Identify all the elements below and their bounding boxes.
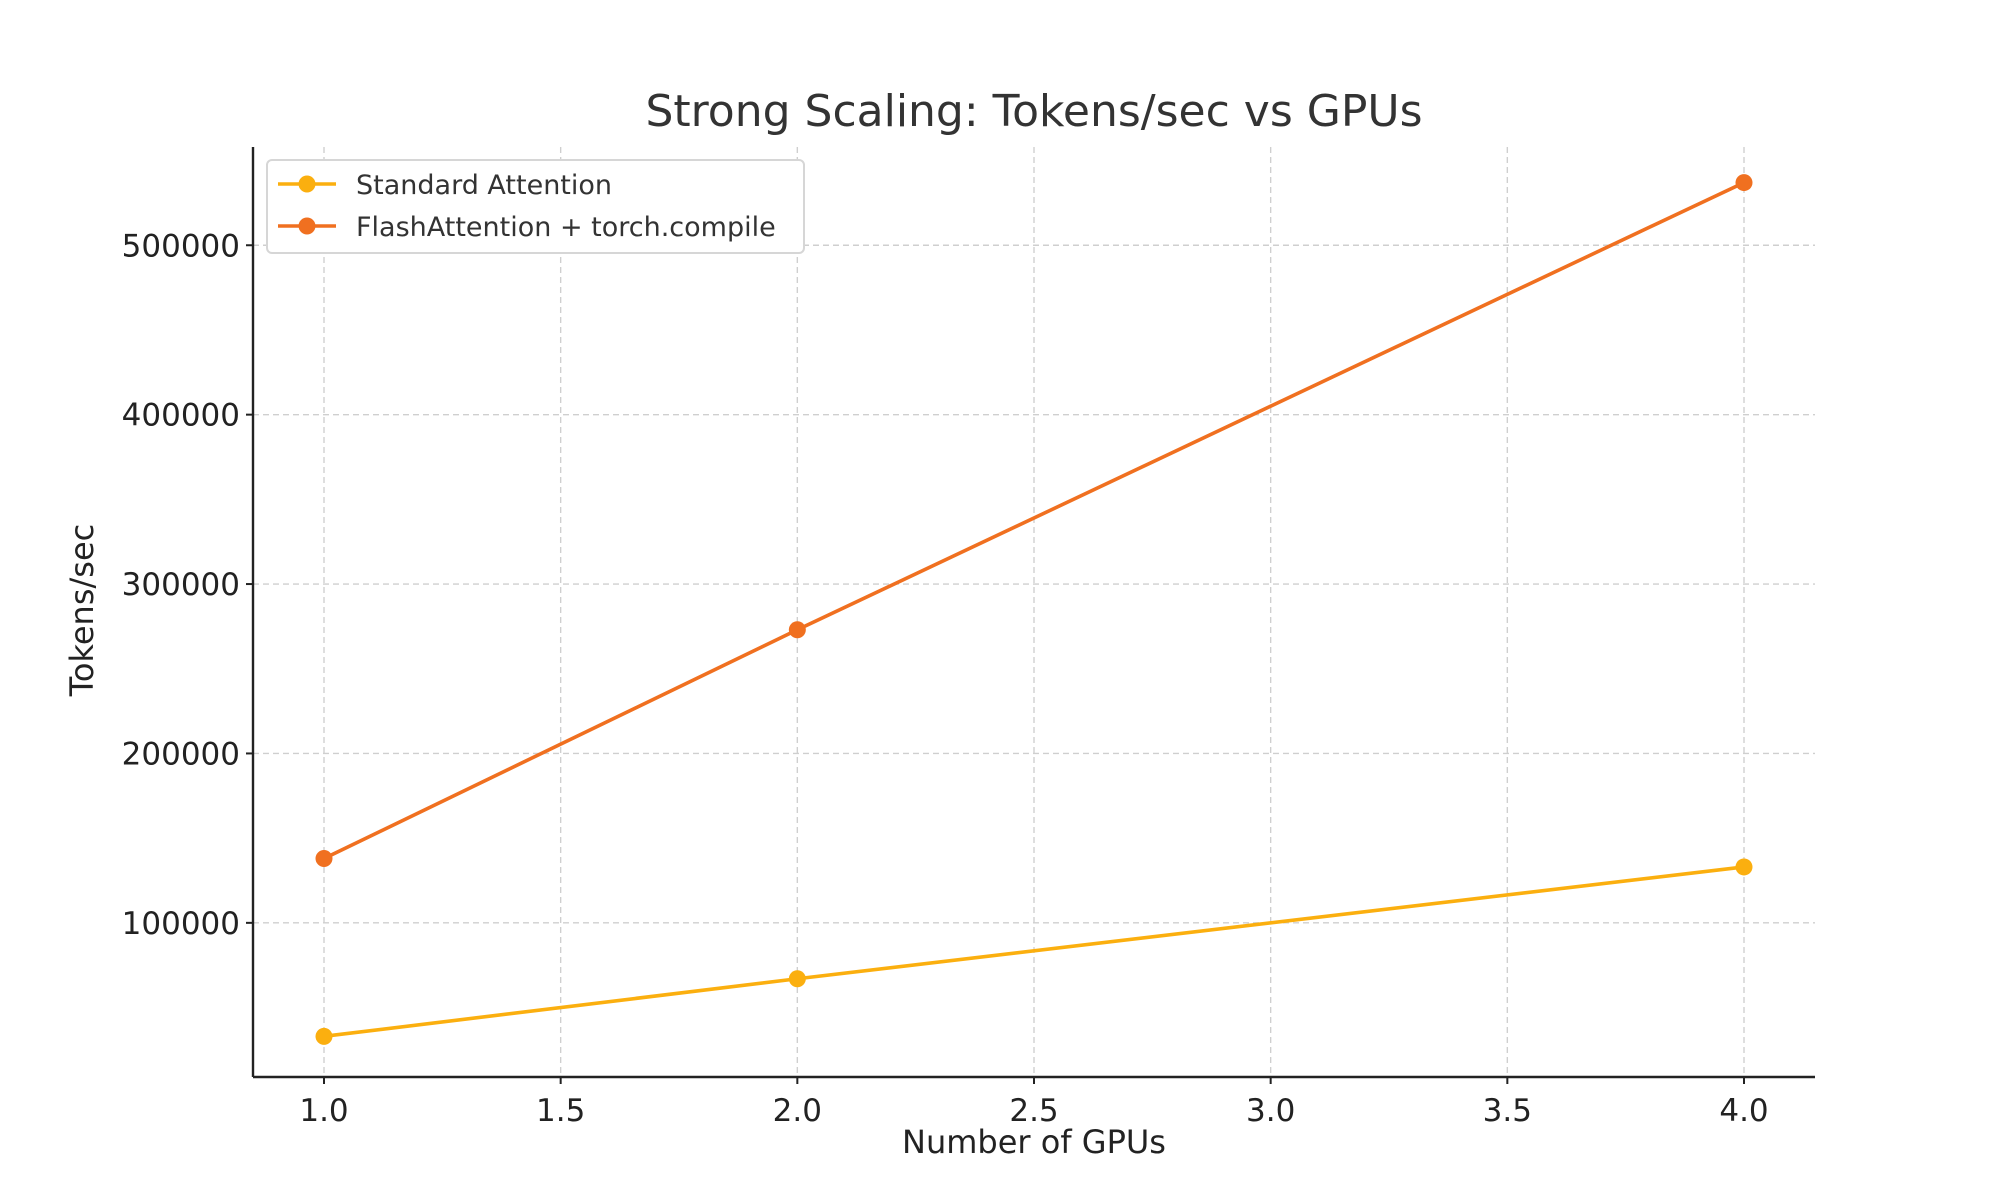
y-tick-label: 300000 bbox=[122, 567, 240, 603]
series bbox=[315, 174, 1753, 1045]
y-tick-label: 200000 bbox=[122, 736, 240, 772]
x-tick-label: 1.0 bbox=[299, 1093, 348, 1129]
data-point bbox=[788, 970, 806, 988]
legend-swatch-marker bbox=[298, 175, 316, 193]
data-point bbox=[788, 621, 806, 639]
data-point bbox=[1735, 174, 1753, 192]
legend-box bbox=[266, 159, 805, 254]
legend: Standard Attention FlashAttention + torch… bbox=[266, 159, 805, 254]
x-tick-label: 3.5 bbox=[1483, 1093, 1532, 1129]
x-tick-label: 2.5 bbox=[1009, 1093, 1058, 1129]
data-point bbox=[315, 849, 333, 867]
y-tick-label: 500000 bbox=[122, 228, 240, 264]
chart-title: Strong Scaling: Tokens/sec vs GPUs bbox=[645, 86, 1422, 137]
x-tick-label: 2.0 bbox=[773, 1093, 822, 1129]
data-point bbox=[1735, 858, 1753, 876]
legend-label: FlashAttention + torch.compile bbox=[356, 212, 776, 243]
x-tick-label: 1.5 bbox=[536, 1093, 585, 1129]
legend-swatch-marker bbox=[298, 217, 316, 235]
y-tick-label: 100000 bbox=[122, 906, 240, 942]
x-axis-title: Number of GPUs bbox=[902, 1123, 1166, 1161]
y-axis-title: Tokens/sec bbox=[63, 524, 101, 697]
data-point bbox=[315, 1027, 333, 1045]
x-tick-label: 3.0 bbox=[1246, 1093, 1295, 1129]
x-tick-label: 4.0 bbox=[1719, 1093, 1768, 1129]
legend-label: Standard Attention bbox=[356, 170, 612, 201]
y-tick-label: 400000 bbox=[122, 398, 240, 434]
axes: 1.0 1.5 2.0 2.5 3.0 3.5 4.0 100000 200000 300000 4… bbox=[122, 147, 1815, 1129]
grid bbox=[253, 147, 1815, 1077]
